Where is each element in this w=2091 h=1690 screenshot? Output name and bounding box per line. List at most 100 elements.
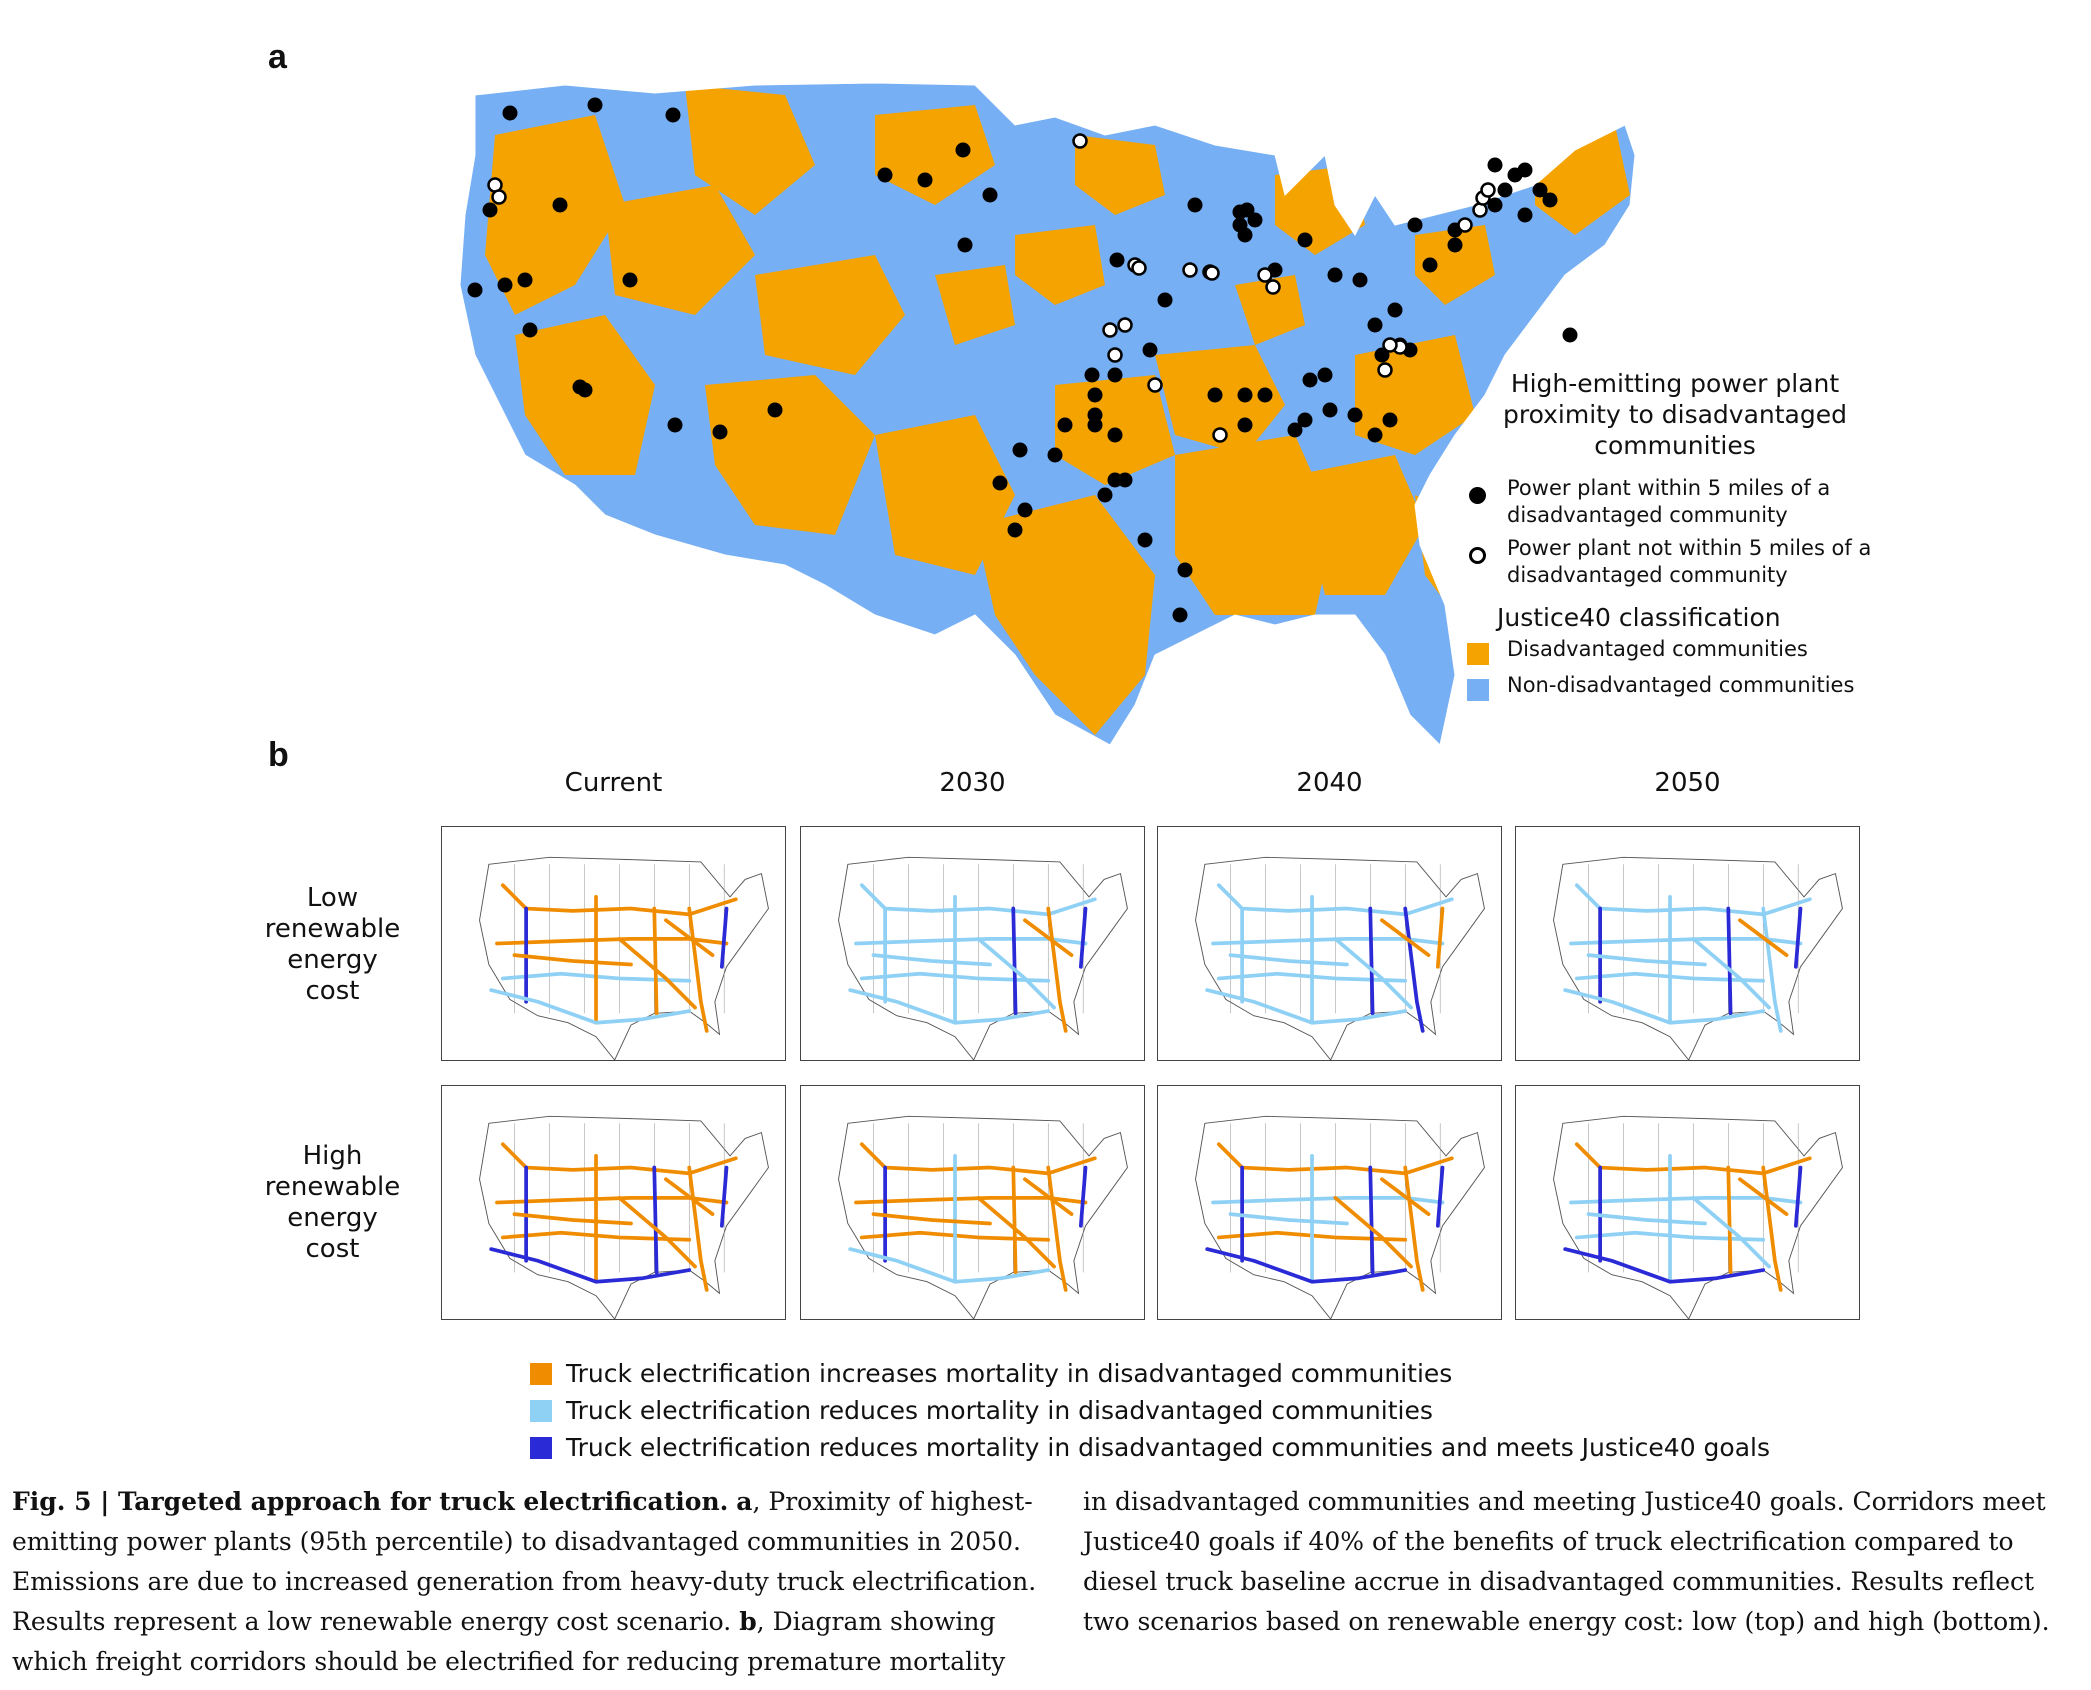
plant-within-marker: [1117, 472, 1133, 488]
plant-within-marker: [1487, 197, 1503, 213]
plant-not-within-marker: [1204, 265, 1220, 281]
plant-within-marker: [1017, 502, 1033, 518]
plant-within-marker: [1317, 367, 1333, 383]
freight-corridor: [859, 883, 1097, 917]
row-header-high: High renewable energy cost: [264, 1141, 401, 1264]
freight-corridor: [848, 988, 1051, 1025]
panel-b-legend: Truck electrification increases mortalit…: [530, 1355, 1770, 1466]
plant-within-marker: [665, 107, 681, 123]
plant-within-marker: [587, 97, 603, 113]
legend-disadvantaged-label: Disadvantaged communities: [1507, 637, 1808, 661]
freight-corridor: [1691, 1195, 1771, 1269]
legend-row-not-within: Power plant not within 5 miles of a disa…: [1465, 535, 1935, 589]
legend-a-title: High-emitting power plant proximity to d…: [1503, 369, 1847, 460]
freight-corridor: [1738, 1177, 1789, 1217]
freight-corridor: [1216, 1142, 1454, 1176]
plant-within-marker: [1172, 607, 1188, 623]
freight-corridor: [1368, 906, 1375, 1016]
legend-row-non-disadvantaged: Non-disadvantaged communities: [1465, 672, 1935, 701]
plant-within-marker: [622, 272, 638, 288]
legend-row-increase: Truck electrification increases mortalit…: [530, 1355, 1770, 1392]
plant-within-marker: [497, 277, 513, 293]
freight-corridor: [719, 906, 729, 969]
freight-corridor: [500, 1142, 738, 1176]
plant-within-marker: [957, 237, 973, 253]
us-outline: [1195, 856, 1485, 1060]
freight-corridor: [719, 1165, 729, 1228]
freight-corridor: [1078, 1165, 1088, 1228]
freight-corridor: [1569, 936, 1803, 946]
light-blue-swatch-icon: [530, 1400, 552, 1422]
freight-corridor: [1023, 1177, 1074, 1217]
freight-corridor: [871, 1212, 992, 1226]
freight-corridor: [1726, 1165, 1733, 1275]
legend-increase-label: Truck electrification increases mortalit…: [566, 1359, 1453, 1388]
freight-corridor: [617, 1195, 697, 1269]
plant-within-marker: [467, 282, 483, 298]
corridor-map-low-current: [441, 826, 786, 1061]
column-header-2050: 2050: [1654, 768, 1721, 798]
panel-b-label: b: [268, 736, 289, 774]
plant-within-marker: [1367, 427, 1383, 443]
plant-within-marker: [1532, 182, 1548, 198]
corridor-map-high-2040: [1157, 1085, 1502, 1320]
plant-within-marker: [1237, 387, 1253, 403]
freight-corridor: [1569, 1195, 1803, 1205]
freight-corridor: [1368, 1165, 1375, 1275]
corridor-map-low-2040: [1157, 826, 1502, 1061]
plant-within-marker: [667, 417, 683, 433]
freight-corridor: [1205, 1247, 1408, 1284]
blue-swatch-icon: [1467, 679, 1489, 701]
freight-corridor: [500, 883, 738, 917]
column-header-current: Current: [564, 768, 663, 798]
plant-within-marker: [1087, 417, 1103, 433]
plant-within-marker: [1232, 217, 1248, 233]
row-header-low: Low renewable energy cost: [264, 883, 401, 1006]
plant-within-marker: [1382, 412, 1398, 428]
plant-within-marker: [1142, 342, 1158, 358]
freight-corridor: [1011, 1165, 1018, 1275]
corridor-map-high-current: [441, 1085, 786, 1320]
caption-a-label: a: [736, 1487, 753, 1516]
power-plant-markers: [467, 97, 1578, 623]
caption-b-label: b: [739, 1607, 757, 1636]
freight-corridor: [1574, 883, 1812, 917]
plant-within-marker: [1302, 372, 1318, 388]
dark-blue-swatch-icon: [530, 1437, 552, 1459]
plant-within-marker: [1297, 412, 1313, 428]
plant-within-marker: [1047, 447, 1063, 463]
freight-corridor: [489, 988, 692, 1025]
us-outline: [838, 856, 1128, 1060]
plant-within-marker: [1422, 257, 1438, 273]
plant-within-marker: [1084, 367, 1100, 383]
plant-within-marker: [1109, 252, 1125, 268]
plant-within-marker: [1367, 317, 1383, 333]
plant-within-marker: [1517, 162, 1533, 178]
black-dot-icon: [1469, 487, 1486, 504]
us-outline: [1553, 1115, 1843, 1319]
plant-within-marker: [1487, 157, 1503, 173]
plant-within-marker: [1327, 267, 1343, 283]
freight-corridor: [848, 1247, 1051, 1284]
plant-within-marker: [1207, 387, 1223, 403]
plant-within-marker: [1542, 192, 1558, 208]
freight-corridor: [652, 1165, 659, 1275]
freight-corridor: [1205, 988, 1408, 1025]
freight-corridor: [489, 1247, 692, 1284]
plant-not-within-marker: [491, 189, 507, 205]
plant-within-marker: [877, 167, 893, 183]
freight-corridor: [854, 936, 1088, 946]
plant-within-marker: [917, 172, 933, 188]
plant-within-marker: [1012, 442, 1028, 458]
freight-corridor: [495, 1195, 729, 1205]
us-justice40-map: [459, 82, 1636, 746]
plant-not-within-marker: [1182, 262, 1198, 278]
plant-not-within-marker: [1257, 267, 1273, 283]
legend-non-disadvantaged-label: Non-disadvantaged communities: [1507, 673, 1855, 697]
legend-row-within: Power plant within 5 miles of a disadvan…: [1465, 475, 1935, 529]
plant-within-marker: [1057, 417, 1073, 433]
freight-corridor: [664, 918, 715, 958]
plant-within-marker: [1247, 212, 1263, 228]
column-header-2030: 2030: [939, 768, 1006, 798]
plant-within-marker: [1447, 237, 1463, 253]
